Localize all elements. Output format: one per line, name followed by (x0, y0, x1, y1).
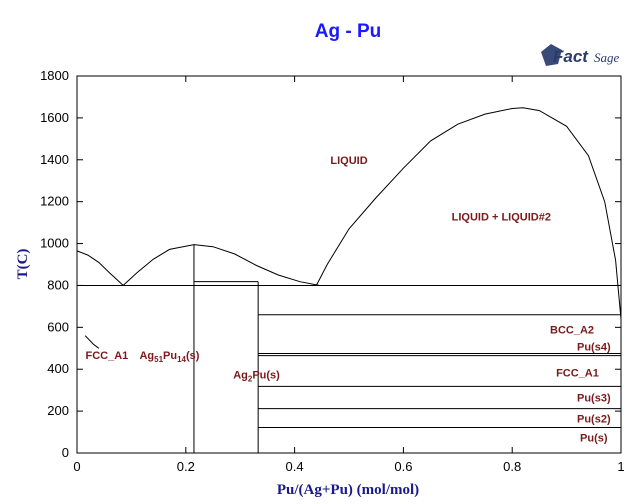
y-tick-label: 0 (62, 445, 69, 460)
region-label-fcc-a1-right: FCC_A1 (556, 368, 599, 380)
factsage-logo-mark (541, 44, 562, 66)
miscibility-gap-curve (315, 107, 622, 320)
y-tick-label: 1400 (40, 152, 69, 167)
x-tick-label: 0.4 (286, 459, 304, 474)
y-tick-label: 1800 (40, 68, 69, 83)
phase-region-labels: LIQUID LIQUID + LIQUID#2 FCC_A1 Ag51Pu14(s)… (86, 155, 611, 445)
region-label-liquid-gap: LIQUID + LIQUID#2 (452, 212, 551, 224)
x-tick-label: 0 (73, 459, 80, 474)
region-label-pu-s3: Pu(s3) (577, 393, 611, 405)
x-tick-label: 0.2 (177, 459, 195, 474)
plot-area-frame (76, 75, 622, 454)
y-tick-label: 800 (47, 277, 69, 292)
phase-boundaries (77, 244, 621, 453)
region-label-pu-s: Pu(s) (580, 432, 608, 444)
y-tick-label: 1000 (40, 236, 69, 251)
y-tick-label: 1600 (40, 110, 69, 125)
y-axis-label: T(C) (15, 249, 31, 280)
region-label-liquid: LIQUID (330, 155, 367, 167)
region-label-ag2pu: Ag2Pu(s) (233, 370, 280, 384)
region-label-pu-s2: Pu(s2) (577, 414, 611, 426)
y-tick-label: 600 (47, 319, 69, 334)
x-axis-label: Pu/(Ag+Pu) (mol/mol) (277, 482, 419, 498)
liquidus-ag-side-curve (76, 250, 124, 286)
x-axis: 0 0.2 0.4 0.6 0.8 1 (73, 76, 625, 474)
y-axis: 0 200 400 600 800 1000 1200 1400 1600 1800 (40, 68, 621, 460)
y-tick-label: 400 (47, 361, 69, 376)
factsage-logo-text2: Sage (594, 50, 620, 65)
y-tick-label: 200 (47, 403, 69, 418)
region-label-pu-s4: Pu(s4) (577, 341, 611, 353)
region-label-fcc-a1-left: FCC_A1 (86, 350, 129, 362)
phase-curves (76, 107, 622, 349)
region-label-ag51pu14: Ag51Pu14(s) (139, 350, 199, 364)
x-tick-label: 1 (617, 459, 624, 474)
x-tick-label: 0.6 (394, 459, 412, 474)
x-tick-label: 0.8 (503, 459, 521, 474)
fcc-solvus-curve (84, 335, 100, 349)
factsage-logo-text: Fact (553, 47, 589, 66)
y-tick-label: 1200 (40, 194, 69, 209)
liquidus-compound-dome-curve (122, 244, 320, 286)
factsage-logo: Fact Sage (541, 44, 620, 66)
chart-title: Ag - Pu (315, 21, 382, 42)
region-label-bcc-a2: BCC_A2 (550, 325, 594, 337)
